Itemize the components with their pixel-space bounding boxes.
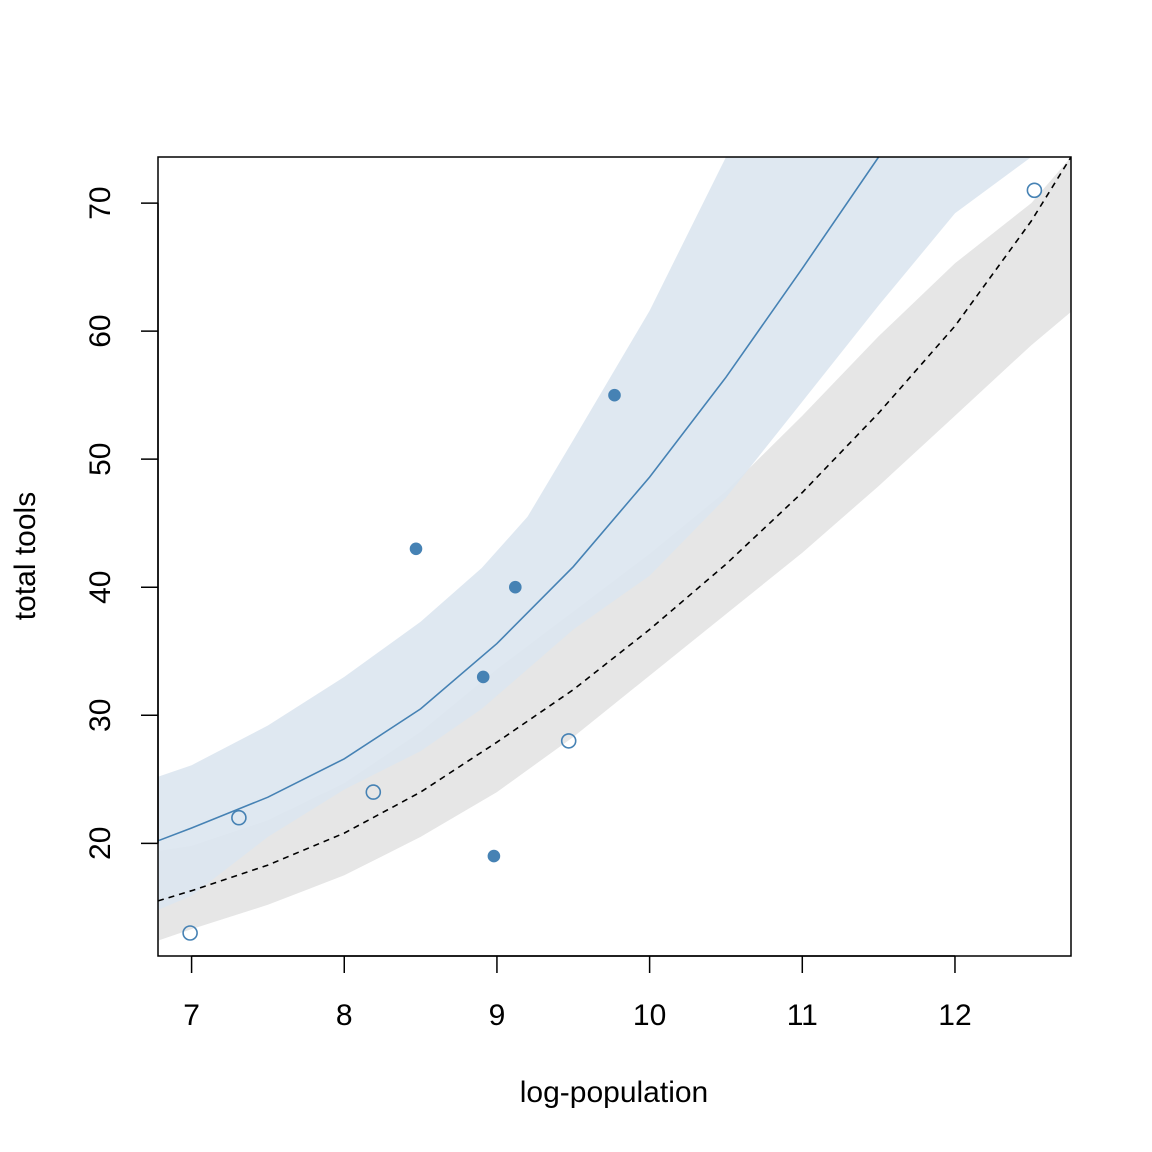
point-1-4 (608, 388, 621, 402)
y-tick-label: 70 (84, 186, 117, 219)
y-tick-label: 40 (84, 571, 117, 604)
trend-line-1 (158, 157, 1071, 902)
data-points (182, 182, 1043, 941)
y-axis-title: total tools (9, 492, 42, 620)
y-tick-label: 20 (84, 827, 117, 860)
point-0-0 (182, 925, 198, 941)
x-tick-label: 11 (787, 999, 818, 1032)
trend-lines (158, 157, 1071, 902)
point-0-2 (365, 784, 382, 800)
point-1-1 (476, 670, 490, 684)
point-1-2 (487, 849, 501, 863)
y-tick-label: 60 (84, 314, 117, 347)
trend-line-0 (158, 157, 880, 842)
x-axis: 7 8 9 10 11 12 (183, 955, 972, 1032)
band-1 (158, 157, 1071, 910)
band-0 (158, 157, 1071, 941)
y-tick-label: 50 (84, 443, 117, 476)
confidence-bands (158, 157, 1071, 941)
x-tick-label: 8 (336, 999, 353, 1032)
point-0-3 (560, 733, 577, 749)
x-tick-label: 9 (489, 999, 506, 1032)
x-axis-title: log-population (520, 1076, 708, 1109)
y-axis: 20 30 40 50 60 70 (84, 186, 159, 860)
x-tick-label: 7 (183, 999, 200, 1032)
y-tick-label: 30 (84, 699, 117, 732)
point-1-0 (409, 542, 423, 556)
x-tick-label: 10 (633, 999, 666, 1032)
x-tick-label: 12 (938, 999, 971, 1032)
point-0-4 (1026, 182, 1043, 199)
point-1-3 (508, 580, 522, 594)
point-0-1 (231, 809, 247, 826)
